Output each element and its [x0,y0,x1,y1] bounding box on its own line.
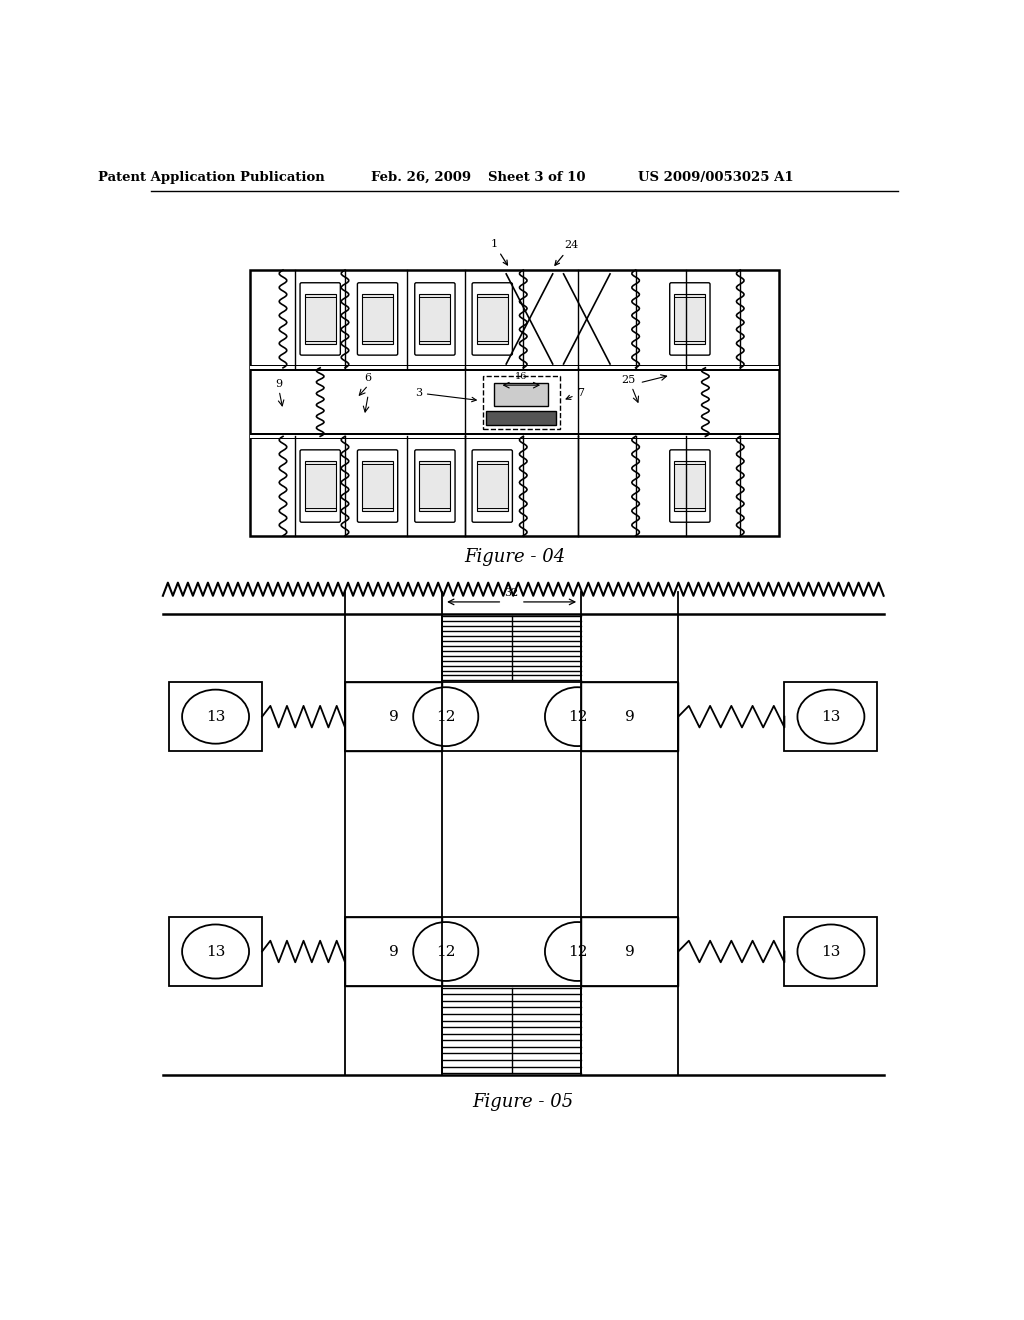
Bar [345,682,442,751]
Bar [305,293,336,345]
Bar [251,367,779,370]
Text: 12: 12 [567,710,587,723]
FancyBboxPatch shape [300,282,340,355]
Text: Patent Application Publication: Patent Application Publication [98,172,325,185]
Text: 9: 9 [388,945,398,958]
Text: 9: 9 [625,710,635,723]
Text: 9: 9 [625,945,635,958]
Text: Sheet 3 of 10: Sheet 3 of 10 [487,172,585,185]
Bar [784,917,878,986]
Bar [169,917,262,986]
Text: 13: 13 [206,945,225,958]
Bar [582,917,678,986]
Text: 1: 1 [490,239,508,265]
FancyBboxPatch shape [357,450,397,523]
FancyBboxPatch shape [472,450,512,523]
Bar [345,917,678,986]
Ellipse shape [798,689,864,743]
Bar [251,433,779,440]
Ellipse shape [545,923,610,981]
Text: Figure - 04: Figure - 04 [464,548,565,566]
Text: 13: 13 [821,710,841,723]
FancyBboxPatch shape [472,282,512,355]
Text: 25: 25 [621,375,635,385]
FancyBboxPatch shape [300,450,340,523]
Text: US 2009/0053025 A1: US 2009/0053025 A1 [638,172,794,185]
Bar [420,461,451,511]
Ellipse shape [545,688,610,746]
Bar [251,434,779,438]
Bar [486,411,556,425]
Bar [305,461,336,511]
Text: 6: 6 [365,372,372,383]
Bar [582,682,678,751]
Text: Feb. 26, 2009: Feb. 26, 2009 [371,172,471,185]
Text: 13: 13 [206,710,225,723]
Bar [345,917,442,986]
Text: 3: 3 [415,388,476,401]
FancyBboxPatch shape [415,450,455,523]
Text: Figure - 05: Figure - 05 [473,1093,573,1110]
Ellipse shape [182,924,249,978]
Ellipse shape [798,924,864,978]
Bar [675,461,706,511]
Bar [169,682,262,751]
FancyBboxPatch shape [415,282,455,355]
Text: 13: 13 [821,945,841,958]
Ellipse shape [414,923,478,981]
Text: 16: 16 [515,372,527,381]
Bar [420,293,451,345]
Text: 9: 9 [275,379,283,388]
Text: 9: 9 [388,710,398,723]
Bar [362,293,393,345]
Bar [482,376,560,429]
Text: 7: 7 [566,388,585,400]
Ellipse shape [182,689,249,743]
Bar [251,271,779,536]
Bar [345,682,678,751]
Ellipse shape [414,688,478,746]
FancyBboxPatch shape [670,282,710,355]
Bar [477,293,508,345]
Bar [495,383,549,407]
Bar [675,293,706,345]
Text: 12: 12 [567,945,587,958]
FancyBboxPatch shape [670,450,710,523]
Bar [251,364,779,371]
Bar [362,461,393,511]
Text: 32: 32 [505,587,519,598]
Bar [784,682,878,751]
Bar [477,461,508,511]
Text: 24: 24 [555,240,579,265]
FancyBboxPatch shape [357,282,397,355]
Text: 12: 12 [436,710,456,723]
Text: 12: 12 [436,945,456,958]
